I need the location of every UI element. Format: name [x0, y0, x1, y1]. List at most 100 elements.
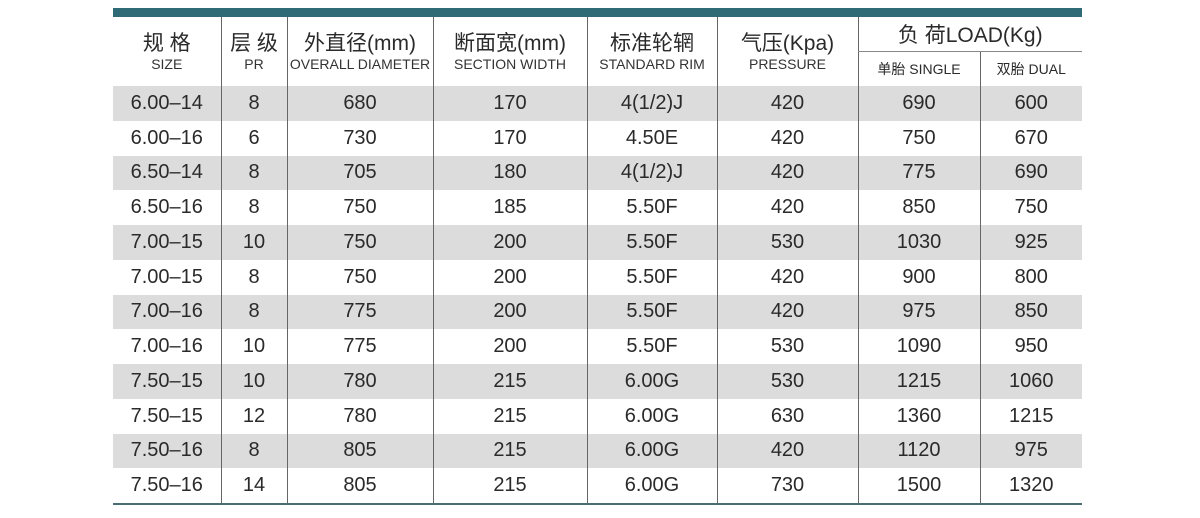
header-zh: 层 级 [230, 31, 278, 55]
table-row: 7.50–16 14 805 215 6.00G 730 1500 1320 [113, 468, 1083, 503]
table-cell: 6.00–14 [113, 86, 221, 121]
table-row: 7.00–15 10 750 200 5.50F 530 1030 925 [113, 225, 1083, 260]
table-cell: 690 [857, 86, 980, 121]
header-en: OVERALL DIAMETER [289, 55, 431, 72]
table-cell: 8 [220, 259, 287, 295]
table-cell: 730 [716, 468, 858, 503]
header-zh: 气压(Kpa) [740, 31, 835, 55]
header-zh: 断面宽(mm) [454, 31, 566, 55]
table-cell: 8 [220, 433, 287, 469]
table-cell: 7.50–16 [113, 433, 221, 469]
table-cell: 4.50E [586, 120, 717, 156]
table-row: 6.00–16 6 730 170 4.50E 420 750 670 [113, 120, 1083, 156]
table-cell: 780 [286, 398, 433, 434]
table-cell: 200 [432, 329, 587, 364]
spec-table: 规 格 SIZE 层 级 PR 外直径(mm) OVERALL DIAMETER 断面宽(m… [113, 17, 1083, 503]
table-cell: 5.50F [586, 225, 717, 260]
table-cell: 8 [220, 294, 287, 330]
table-cell: 6.00G [586, 468, 717, 503]
table-cell: 4(1/2)J [586, 155, 717, 191]
table-cell: 850 [857, 190, 980, 225]
table-cell: 7.50–16 [130, 474, 203, 497]
table-cell: 600 [979, 86, 1083, 121]
table-cell: 730 [286, 120, 433, 156]
bottom-line [113, 503, 1082, 505]
table-cell: 775 [857, 155, 980, 191]
table-cell: 975 [979, 433, 1083, 469]
spec-table-container: 规 格 SIZE 层 级 PR 外直径(mm) OVERALL DIAMETER 断面宽(m… [113, 8, 1083, 505]
table-row: 6.00–14 8 680 170 4(1/2)J 420 690 600 [113, 86, 1083, 121]
table-row: 6.50–14 8 705 180 4(1/2)J 420 775 690 [113, 155, 1083, 191]
table-cell: 10 [220, 225, 287, 260]
table-cell: 185 [432, 190, 587, 225]
table-cell: 215 [432, 468, 587, 503]
table-cell: 1030 [857, 225, 980, 260]
table-cell: 1360 [857, 398, 980, 434]
table-cell: 630 [716, 398, 858, 434]
table-cell: 7.00–16 [113, 294, 221, 330]
header-row: 规 格 SIZE 层 级 PR 外直径(mm) OVERALL DIAMETER 断面宽(m… [113, 17, 1083, 86]
table-cell: 170 [432, 86, 587, 121]
table-cell: 775 [286, 329, 433, 364]
table-cell: 750 [286, 190, 433, 225]
table-cell: 420 [716, 259, 858, 295]
table-cell: 215 [432, 398, 587, 434]
table-cell: 6.50–16 [130, 196, 203, 219]
column-header: 断面宽(mm) SECTION WIDTH [432, 17, 587, 86]
table-cell: 170 [432, 120, 587, 156]
table-cell: 8 [220, 155, 287, 191]
header-en: PR [244, 55, 264, 72]
table-cell: 10 [220, 364, 287, 399]
column-header: 外直径(mm) OVERALL DIAMETER [286, 17, 433, 86]
column-header: 层 级 PR [220, 17, 287, 86]
table-cell: 6.00G [586, 398, 717, 434]
header-en: PRESSURE [748, 55, 827, 72]
table-row: 7.00–16 8 775 200 5.50F 420 975 850 [113, 294, 1083, 330]
table-cell: 750 [286, 259, 433, 295]
table-cell: 4(1/2)J [586, 86, 717, 121]
header-en: SECTION WIDTH [454, 55, 566, 72]
table-cell: 1090 [857, 329, 980, 364]
table-cell: 6.00G [586, 433, 717, 469]
table-cell: 7.00–15 [113, 225, 221, 260]
table-cell: 180 [432, 155, 587, 191]
table-cell: 1320 [979, 468, 1083, 503]
table-cell: 420 [716, 433, 858, 469]
table-cell: 800 [979, 259, 1083, 295]
table-cell: 805 [286, 468, 433, 503]
table-cell: 7.00–16 [130, 335, 203, 358]
table-cell: 10 [220, 329, 287, 364]
table-cell: 1215 [857, 364, 980, 399]
load-subheader: 双胎 DUAL [979, 51, 1083, 86]
table-cell: 200 [432, 259, 587, 295]
table-cell: 690 [979, 155, 1083, 191]
table-cell: 750 [857, 120, 980, 156]
table-cell: 925 [979, 225, 1083, 260]
table-cell: 780 [286, 364, 433, 399]
table-cell: 8 [220, 190, 287, 225]
table-cell: 7.00–15 [130, 265, 203, 288]
table-row: 7.50–15 10 780 215 6.00G 530 1215 1060 [113, 364, 1083, 399]
table-cell: 14 [220, 468, 287, 503]
table-header: 规 格 SIZE 层 级 PR 外直径(mm) OVERALL DIAMETER 断面宽(m… [113, 17, 1083, 86]
header-en: SIZE [151, 55, 183, 72]
table-cell: 530 [716, 225, 858, 260]
table-cell: 420 [716, 155, 858, 191]
table-cell: 12 [220, 398, 287, 434]
table-cell: 420 [716, 120, 858, 156]
table-cell: 775 [286, 294, 433, 330]
table-cell: 530 [716, 364, 858, 399]
table-cell: 215 [432, 433, 587, 469]
table-cell: 5.50F [586, 294, 717, 330]
table-cell: 200 [432, 225, 587, 260]
table-cell: 1215 [979, 398, 1083, 434]
table-cell: 215 [432, 364, 587, 399]
header-zh: 标准轮辋 [610, 31, 694, 55]
top-bar [113, 8, 1082, 17]
table-cell: 6.00–16 [130, 126, 203, 149]
header-zh: 规 格 [142, 31, 191, 55]
column-header: 气压(Kpa) PRESSURE [716, 17, 858, 86]
table-cell: 750 [979, 190, 1083, 225]
load-header: 负 荷LOAD(Kg) [857, 17, 1083, 52]
